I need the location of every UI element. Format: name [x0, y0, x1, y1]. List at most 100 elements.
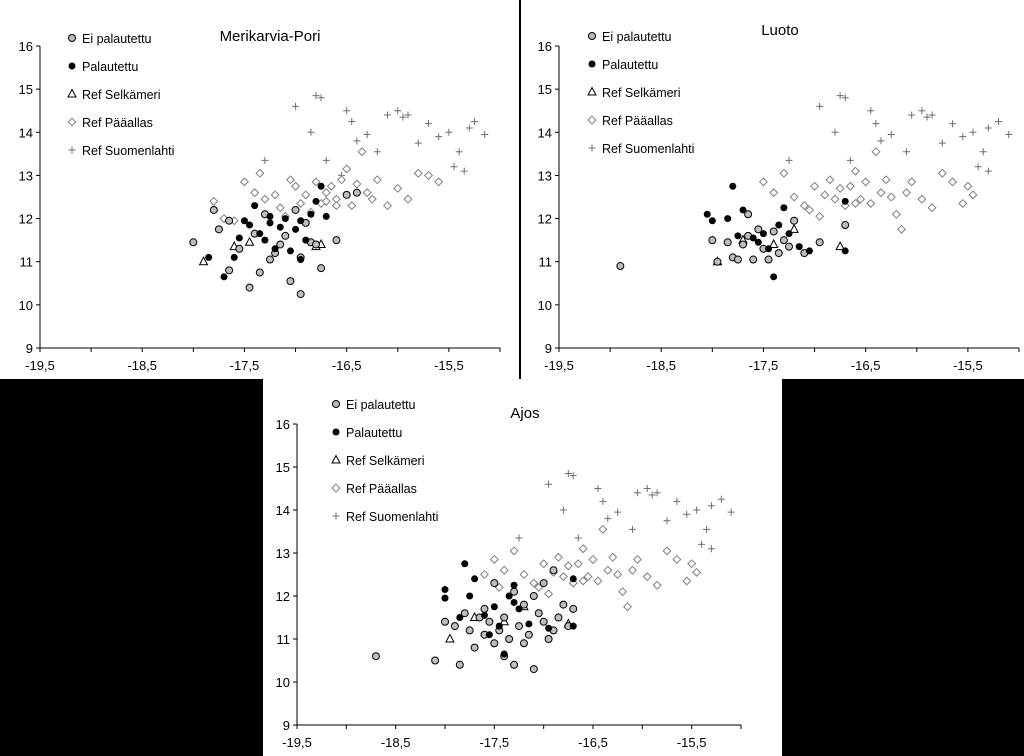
data-point	[317, 264, 326, 273]
data-point	[343, 107, 351, 115]
legend-label: Palautettu	[82, 60, 138, 74]
data-point	[529, 578, 539, 588]
panel-background	[263, 379, 782, 756]
data-point	[891, 209, 901, 219]
data-point	[563, 561, 573, 571]
y-tick-label: 16	[19, 39, 33, 54]
data-point	[261, 236, 269, 244]
data-point	[435, 133, 443, 141]
x-tick-label: -19,5	[25, 358, 55, 373]
data-point	[545, 480, 553, 488]
data-point	[554, 613, 563, 622]
data-point	[384, 111, 392, 119]
data-point	[974, 163, 982, 171]
legend-marker	[588, 32, 596, 40]
legend-marker	[68, 34, 76, 42]
data-point	[490, 579, 499, 588]
data-point	[876, 188, 886, 198]
data-point	[896, 224, 906, 234]
data-point	[312, 197, 320, 205]
y-tick-label: 10	[19, 298, 33, 313]
data-point	[841, 221, 850, 230]
data-point	[414, 139, 422, 147]
data-point	[515, 622, 523, 631]
data-point	[799, 201, 809, 211]
data-point	[662, 546, 672, 556]
legend-marker	[67, 88, 77, 98]
data-point	[785, 230, 793, 238]
data-point	[804, 205, 814, 215]
data-point	[835, 241, 845, 251]
data-point	[235, 244, 244, 253]
data-point	[297, 256, 305, 264]
data-point	[291, 205, 300, 214]
y-tick-label: 15	[538, 82, 552, 97]
data-point	[845, 181, 855, 191]
data-point	[383, 201, 393, 211]
data-point	[255, 168, 265, 178]
data-point	[846, 156, 854, 164]
data-point	[495, 622, 503, 630]
legend-label: Ref Selkämeri	[346, 454, 425, 468]
data-point	[958, 198, 968, 208]
chart-title: Ajos	[510, 405, 539, 422]
x-tick-label: -17,5	[749, 358, 779, 373]
chart-title: Merikarvia-Pori	[220, 28, 321, 45]
data-point	[569, 472, 577, 480]
legend-label: Ei palautettu	[82, 32, 152, 46]
data-point	[683, 510, 691, 518]
data-point	[642, 572, 652, 582]
data-point	[902, 188, 912, 198]
scatter-chart-merikarvia-pori: Merikarvia-Pori 9 10 11 12 13 14 15 16 -19,5 -18,…	[19, 28, 501, 373]
data-point	[465, 626, 474, 635]
legend-marker	[331, 454, 341, 464]
data-point	[525, 620, 533, 628]
data-point	[881, 175, 891, 185]
data-point	[707, 502, 715, 510]
data-point	[480, 611, 488, 619]
x-tick-label: -18,5	[646, 358, 676, 373]
data-point	[461, 560, 469, 568]
data-point	[539, 617, 548, 626]
data-point	[703, 210, 711, 218]
data-point	[749, 255, 758, 264]
y-tick-label: 10	[538, 298, 552, 313]
x-tick-label: -15,5	[677, 735, 707, 750]
data-point	[301, 190, 311, 200]
data-point	[471, 575, 479, 583]
legend-label: Ref Selkämeri	[602, 86, 681, 100]
x-tick-label: -18,5	[381, 735, 411, 750]
data-point	[256, 230, 264, 238]
data-point	[663, 517, 671, 525]
data-point	[367, 194, 377, 204]
data-point	[240, 217, 248, 225]
y-tick-label: 11	[539, 255, 553, 270]
data-point	[353, 137, 361, 145]
legend-label: Palautettu	[602, 58, 658, 72]
data-point	[519, 639, 528, 648]
data-point	[785, 242, 793, 251]
data-point	[342, 164, 352, 174]
y-tick-label: 14	[276, 503, 290, 518]
data-point	[302, 236, 310, 244]
data-point	[235, 234, 243, 242]
x-tick-label: -19,5	[282, 735, 312, 750]
data-point	[816, 102, 824, 110]
data-point	[281, 231, 290, 240]
data-point	[558, 572, 568, 582]
data-point	[628, 525, 636, 533]
legend-label: Ref Pääallas	[82, 116, 153, 130]
data-point	[693, 506, 701, 514]
data-point	[266, 255, 274, 264]
data-point	[529, 665, 538, 674]
data-point	[588, 554, 598, 564]
data-point	[480, 604, 489, 613]
data-point	[768, 238, 779, 248]
data-point	[907, 177, 917, 187]
data-point	[466, 592, 474, 600]
data-point	[713, 257, 722, 266]
data-point	[372, 175, 382, 185]
data-point	[205, 253, 213, 261]
data-point	[544, 589, 554, 599]
x-tick-label: -16,5	[851, 358, 881, 373]
